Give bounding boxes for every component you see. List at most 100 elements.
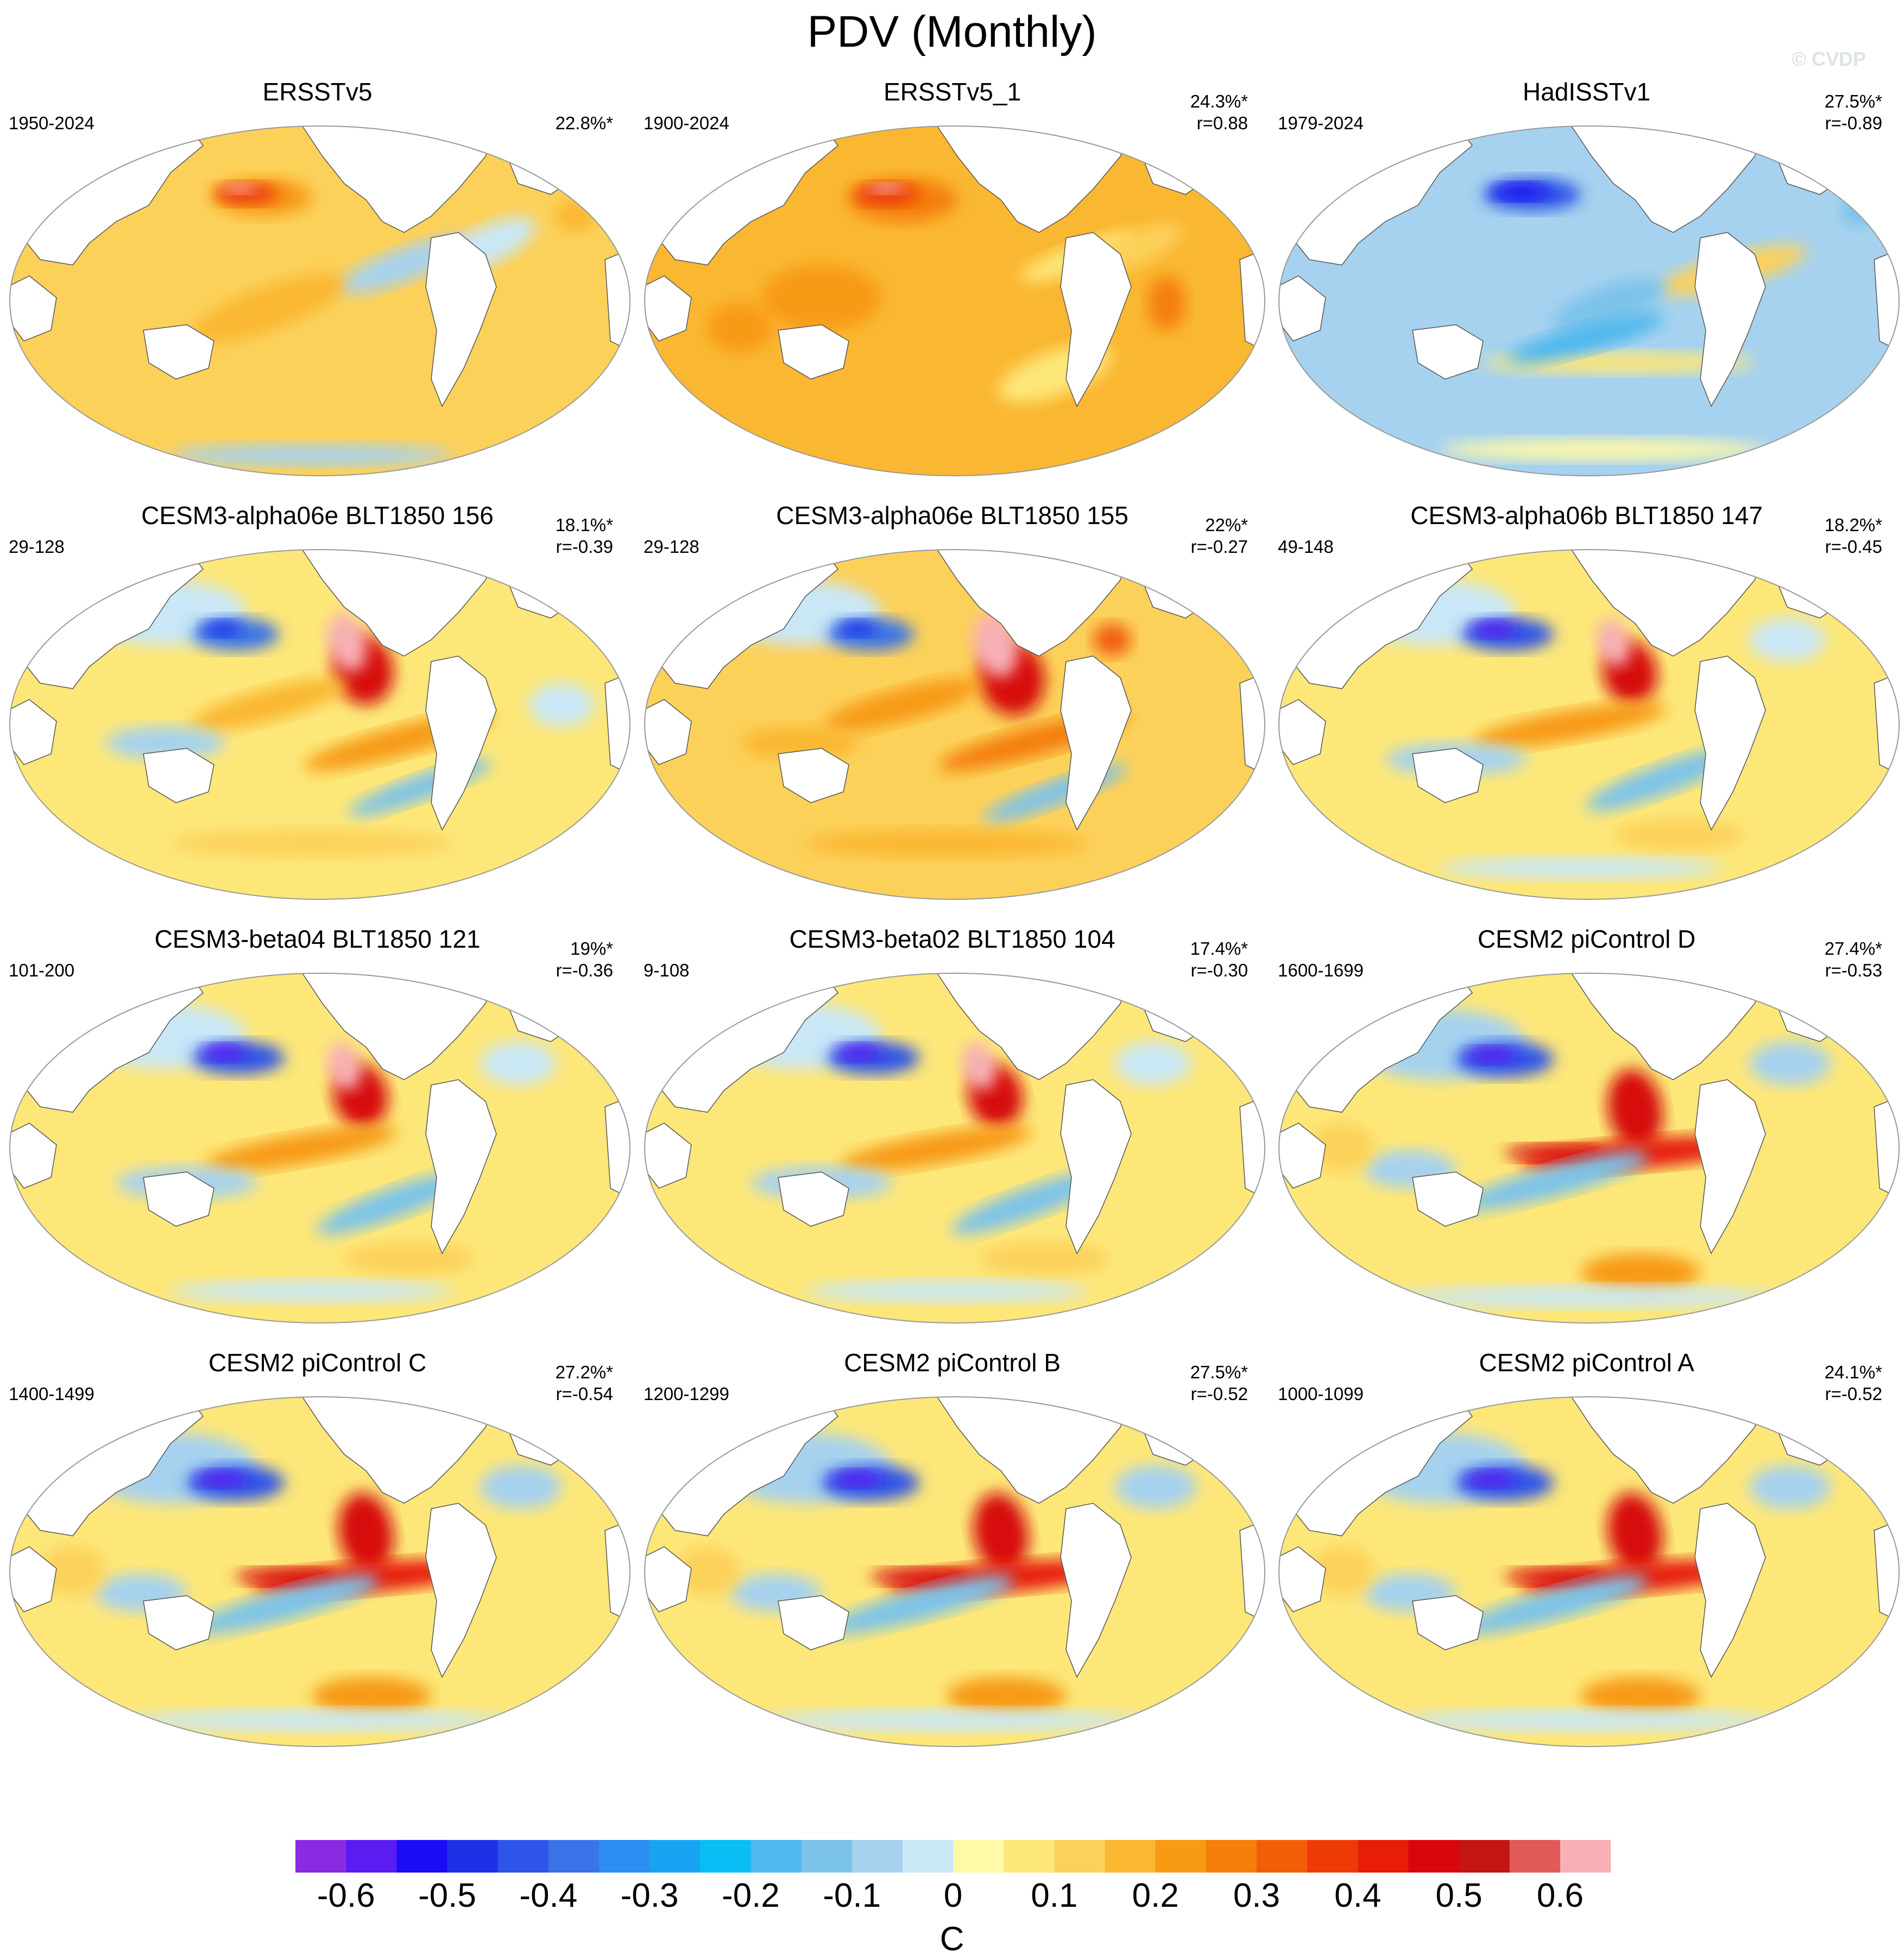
land-mass	[1279, 1546, 1326, 1612]
panel-title: CESM2 piControl A	[1479, 1348, 1694, 1377]
sst-anomaly-region	[1596, 618, 1631, 667]
colorbar-segment	[346, 1840, 397, 1873]
colorbar-tick-label: 0	[943, 1877, 963, 1914]
sst-anomaly-region	[480, 1465, 562, 1509]
panel-title: CESM3-alpha06e BLT1850 156	[141, 501, 494, 530]
colorbar-segment	[1054, 1840, 1105, 1873]
sst-anomaly-region	[1396, 1710, 1776, 1731]
sst-field	[10, 973, 630, 1323]
land-mass	[1279, 699, 1326, 765]
map-panel: HadISSTv1 1979-2024 27.5%* r=-0.89	[1269, 0, 1904, 476]
map-panel: CESM3-alpha06b BLT1850 147 49-148 18.2%* r=…	[1269, 407, 1904, 900]
map-outline	[1278, 125, 1900, 476]
sst-anomaly-region	[1581, 1677, 1700, 1715]
land-mass	[778, 1171, 849, 1227]
sst-anomaly-region	[327, 613, 367, 672]
pdv-map	[644, 549, 1265, 900]
map-panel: CESM2 piControl A 1000-1099 24.1%* r=-0.52	[1269, 1255, 1904, 1747]
panel-pattern-correlation: r=-0.45	[1825, 537, 1882, 557]
sst-anomaly-region	[338, 1492, 394, 1574]
sst-anomaly-region	[1115, 1042, 1191, 1085]
pdv-map	[1278, 549, 1900, 900]
land-mass	[425, 1503, 497, 1678]
panel-title: CESM3-beta02 BLT1850 104	[789, 925, 1115, 953]
map-panel: CESM3-beta02 BLT1850 104 9-108 17.4%* r=-0.…	[635, 831, 1270, 1324]
sst-anomaly-region	[127, 1710, 507, 1731]
colorbar-segment	[447, 1840, 499, 1873]
sst-anomaly-region	[1551, 279, 1665, 333]
map-panel: CESM2 piControl C 1400-1499 27.2%* r=-0.54	[0, 1255, 635, 1747]
colorbar-tick-label: -0.5	[418, 1877, 476, 1914]
land-mass	[778, 324, 849, 380]
map-panel: CESM2 piControl B 1200-1299 27.5%* r=-0.52	[635, 1255, 1270, 1747]
colorbar-tick-label: 0.5	[1435, 1877, 1483, 1914]
panel-variance-pct: 17.4%*	[1190, 938, 1248, 959]
sst-anomaly-region	[1507, 313, 1666, 363]
sst-field	[645, 973, 1265, 1323]
sst-anomaly-region	[1396, 1286, 1776, 1308]
land-mass	[645, 1123, 692, 1189]
sst-anomaly-region	[805, 830, 1088, 857]
map-outline	[9, 125, 631, 476]
land-mass	[1060, 232, 1132, 407]
panel-variance-pct: 18.2%*	[1824, 515, 1882, 535]
colorbar-segment	[852, 1840, 903, 1873]
sst-anomaly-region	[236, 1568, 333, 1585]
panel-title: CESM2 piControl C	[208, 1348, 427, 1377]
land-mass	[10, 1546, 57, 1612]
colorbar-tick-label: 0.2	[1132, 1877, 1179, 1914]
sst-anomaly-region	[1459, 1575, 1649, 1635]
colorbar-tick-label: 0.6	[1536, 1877, 1584, 1914]
colorbar-segment	[497, 1840, 549, 1873]
panel-pattern-correlation: r=-0.54	[556, 1384, 613, 1404]
panel-pattern-correlation: r=-0.30	[1190, 960, 1248, 980]
panel-variance-pct: 22.8%*	[555, 113, 613, 133]
land-mass	[143, 1595, 215, 1650]
colorbar-segment	[598, 1840, 650, 1873]
sst-anomaly-region	[1309, 1123, 1375, 1172]
sst-anomaly-region	[192, 618, 279, 651]
panel-period: 29-128	[644, 537, 699, 557]
sst-anomaly-region	[529, 683, 594, 727]
colorbar-tick-label: -0.3	[620, 1877, 679, 1914]
land-mass	[1279, 275, 1326, 342]
sst-anomaly-region	[1472, 621, 1516, 637]
watermark: © CVDP	[1792, 48, 1866, 70]
sst-anomaly-region	[1581, 1253, 1700, 1291]
sst-anomaly-region	[833, 1471, 881, 1487]
sst-anomaly-region	[198, 1471, 247, 1487]
map-panel: CESM3-alpha06e BLT1850 156 29-128 18.1%* r=…	[0, 407, 635, 900]
sst-field	[1279, 1397, 1899, 1747]
panel-variance-pct: 22%*	[1205, 515, 1248, 535]
colorbar-segment	[1509, 1840, 1561, 1873]
sst-anomaly-region	[1440, 439, 1766, 461]
colorbar-segment	[650, 1840, 701, 1873]
sst-anomaly-region	[854, 184, 919, 205]
sst-anomaly-region	[1505, 1568, 1603, 1585]
sst-anomaly-region	[312, 1677, 431, 1715]
land-mass	[143, 1171, 215, 1227]
map-panel: ERSSTv5_1 1900-2024 24.3%* r=0.88	[635, 0, 1270, 476]
land-mass	[1694, 1503, 1766, 1678]
colorbar-segment	[1307, 1840, 1358, 1873]
pdv-map	[1278, 973, 1900, 1324]
sst-anomaly-region	[824, 1575, 1014, 1635]
panel-pattern-correlation: r=-0.89	[1825, 113, 1882, 133]
panel-title: CESM3-beta04 BLT1850 121	[154, 925, 481, 953]
land-mass	[645, 275, 692, 342]
sst-anomaly-region	[871, 1568, 968, 1585]
land-mass	[1694, 1079, 1766, 1255]
land-mass	[143, 324, 215, 380]
colorbar-segment	[1155, 1840, 1207, 1873]
map-outline	[644, 549, 1265, 900]
sst-anomaly-region	[556, 200, 594, 232]
map-outline	[9, 973, 631, 1324]
panel-period: 49-148	[1278, 537, 1334, 557]
panel-pattern-correlation: r=-0.53	[1825, 960, 1882, 980]
sst-anomaly-region	[171, 830, 453, 857]
land-mass	[1060, 1503, 1132, 1678]
land-mass	[10, 699, 57, 765]
colorbar-segment	[751, 1840, 802, 1873]
land-mass	[425, 232, 497, 407]
colorbar-tick-label: -0.4	[519, 1877, 578, 1914]
